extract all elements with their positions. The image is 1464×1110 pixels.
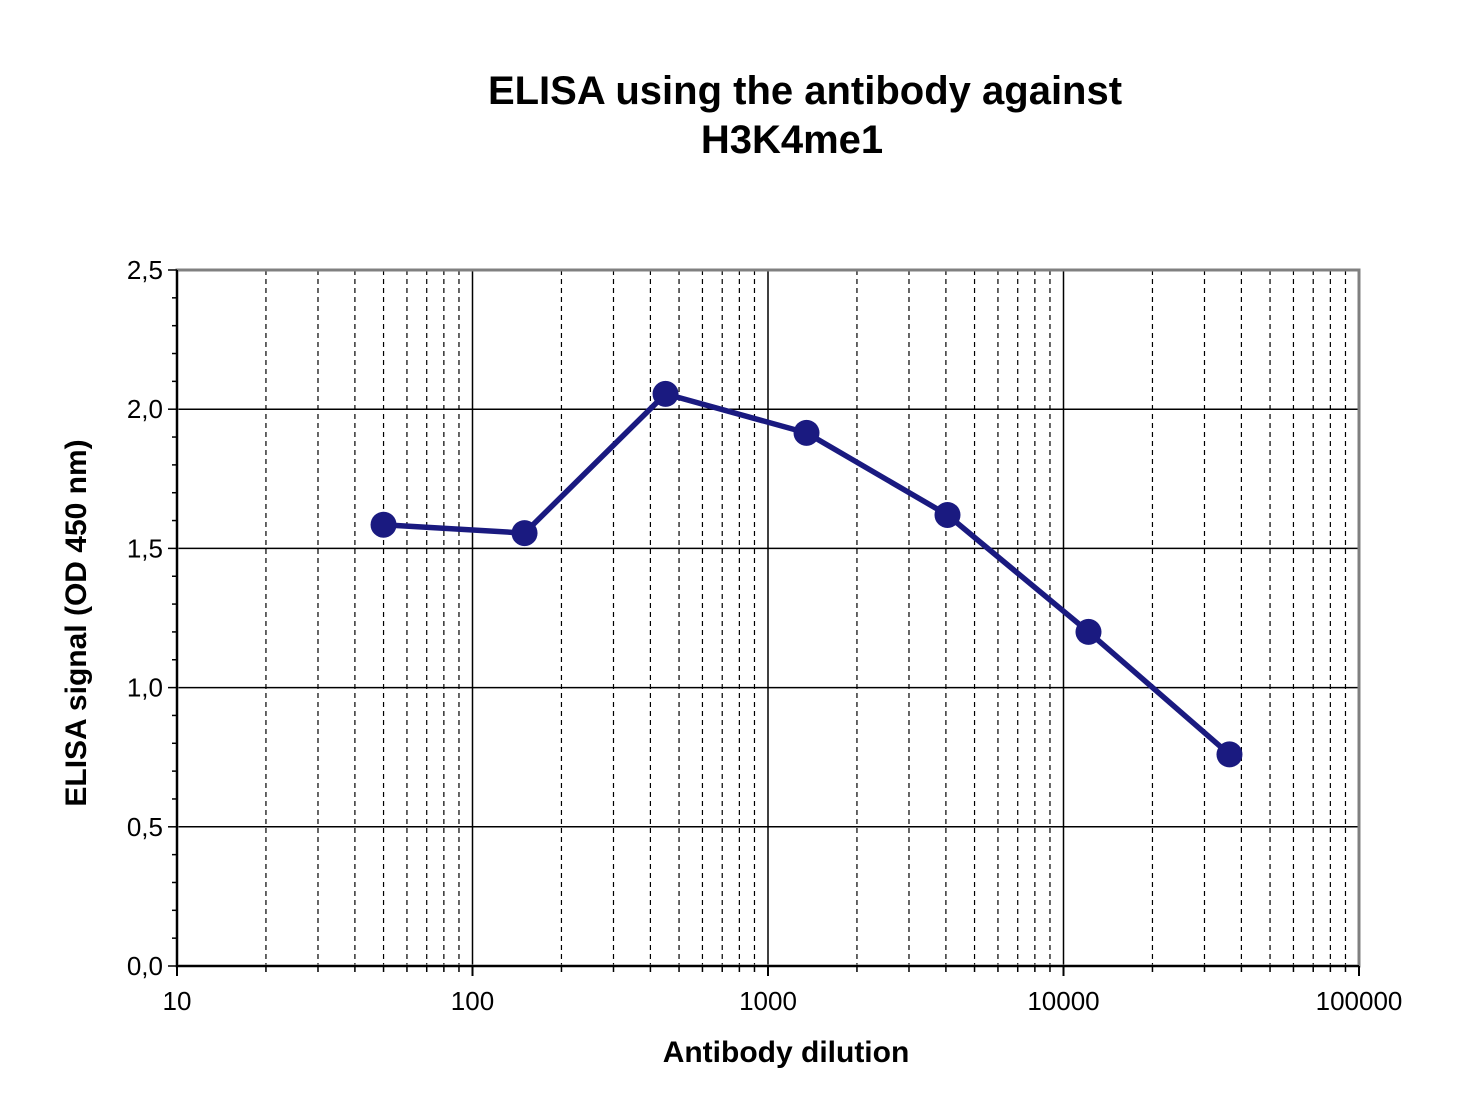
- y-tick-label: 1,5: [127, 533, 163, 563]
- series-line: [383, 391, 1232, 757]
- y-tick-label: 2,5: [127, 255, 163, 285]
- data-point: [652, 380, 679, 407]
- x-axis-label: Antibody dilution: [663, 1036, 910, 1069]
- series-layer: [370, 380, 1243, 768]
- x-tick-label: 10000: [1027, 986, 1099, 1016]
- chart-title-line-1: ELISA using the antibody against: [488, 69, 1122, 113]
- x-tick-label: 10: [163, 986, 192, 1016]
- data-point: [793, 419, 820, 446]
- data-point: [511, 520, 538, 547]
- x-tick-label: 100: [451, 986, 494, 1016]
- data-point: [1075, 618, 1102, 645]
- data-point: [370, 511, 397, 538]
- chart-title-line-2: H3K4me1: [701, 118, 883, 162]
- data-point: [1216, 741, 1243, 768]
- x-tick-label: 100000: [1316, 986, 1403, 1016]
- y-tick-label: 0,5: [127, 812, 163, 842]
- x-tick-label: 1000: [739, 986, 797, 1016]
- grid-layer: [177, 270, 1359, 966]
- y-tick-label: 1,0: [127, 673, 163, 703]
- y-tick-label: 2,0: [127, 394, 163, 424]
- y-axis-label: ELISA signal (OD 450 nm): [60, 439, 93, 806]
- data-point: [934, 501, 961, 528]
- y-tick-label: 0,0: [127, 951, 163, 981]
- axis-layer: 0,0 0,5 1,0 1,5 2,0 2,5 10 100 1000 10000 100000: [127, 255, 1403, 1016]
